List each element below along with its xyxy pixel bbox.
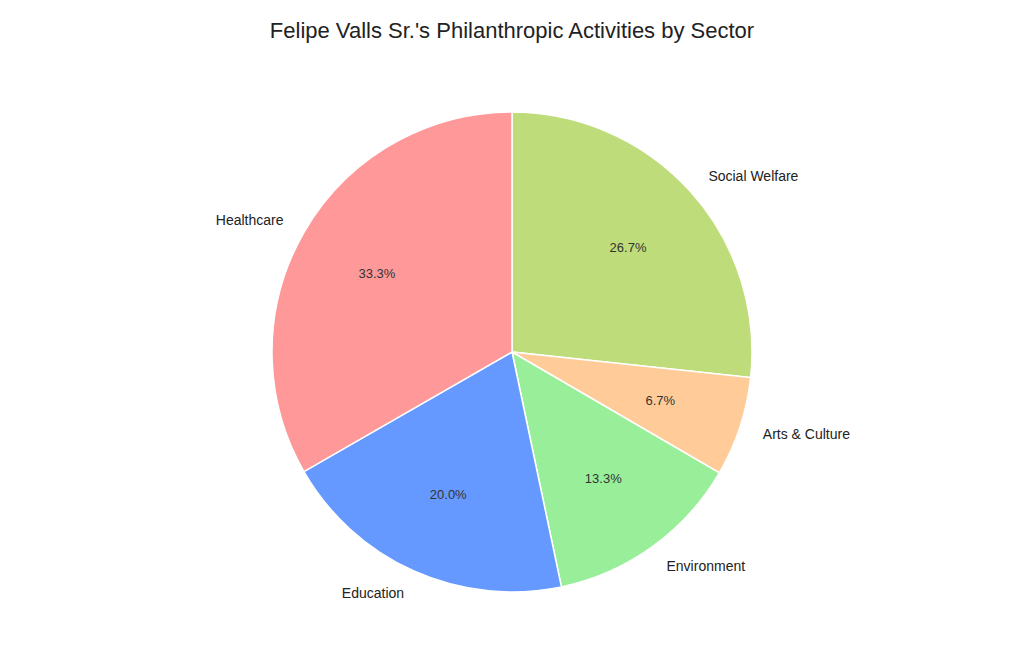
pie-slice [512, 112, 752, 378]
data-labels: 26.7% 6.7% 13.3% 20.0% 33.3% [359, 240, 676, 502]
category-label: Arts & Culture [763, 426, 850, 442]
category-label: Healthcare [216, 212, 284, 228]
data-label: 20.0% [430, 487, 467, 502]
chart-container: Felipe Valls Sr.'s Philanthropic Activit… [0, 0, 1024, 653]
data-label: 33.3% [359, 266, 396, 281]
pie-group: 26.7% 6.7% 13.3% 20.0% 33.3% Social Welfare Ar… [216, 112, 850, 601]
data-label: 26.7% [610, 240, 647, 255]
category-label: Social Welfare [708, 168, 798, 184]
category-label: Environment [667, 558, 746, 574]
chart-svg: Felipe Valls Sr.'s Philanthropic Activit… [0, 0, 1024, 653]
data-label: 6.7% [645, 393, 675, 408]
pie-slice [272, 112, 512, 472]
data-label: 13.3% [585, 471, 622, 486]
category-label: Education [342, 585, 404, 601]
chart-title: Felipe Valls Sr.'s Philanthropic Activit… [270, 18, 754, 43]
slices [272, 112, 752, 592]
category-labels: Social Welfare Arts & Culture Environment E… [216, 168, 850, 601]
